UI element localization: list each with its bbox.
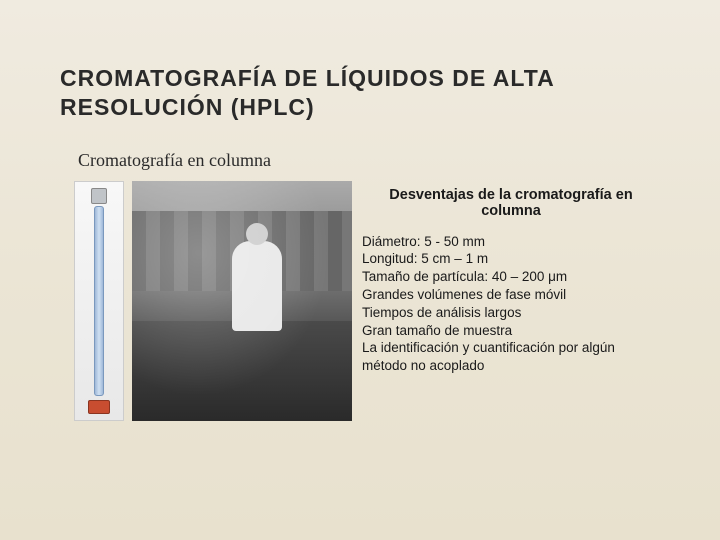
laboratory-photo (132, 181, 352, 421)
list-item: Tiempos de análisis largos (362, 304, 660, 322)
disadvantages-block: Desventajas de la cromatografía en colum… (362, 181, 660, 376)
image-group (74, 181, 352, 421)
list-item: Grandes volúmenes de fase móvil (362, 286, 660, 304)
subtitle: Cromatografía en columna (78, 150, 660, 171)
column-tube-icon (94, 206, 104, 396)
list-item: Longitud: 5 cm – 1 m (362, 250, 660, 268)
disadvantages-heading: Desventajas de la cromatografía en colum… (362, 187, 660, 219)
disadvantages-list: Diámetro: 5 - 50 mm Longitud: 5 cm – 1 m… (362, 233, 660, 376)
list-item: La identificación y cuantificación por a… (362, 339, 660, 375)
page-title: CROMATOGRAFÍA DE LÍQUIDOS DE ALTA RESOLU… (60, 64, 660, 122)
list-item: Tamaño de partícula: 40 – 200 μm (362, 268, 660, 286)
photo-sheen (132, 181, 352, 421)
list-item: Diámetro: 5 - 50 mm (362, 233, 660, 251)
list-item: Gran tamaño de muestra (362, 322, 660, 340)
content-row: Desventajas de la cromatografía en colum… (60, 181, 660, 421)
chromatography-column-image (74, 181, 124, 421)
column-cap-icon (91, 188, 107, 204)
column-valve-icon (88, 400, 110, 414)
slide: CROMATOGRAFÍA DE LÍQUIDOS DE ALTA RESOLU… (0, 0, 720, 540)
